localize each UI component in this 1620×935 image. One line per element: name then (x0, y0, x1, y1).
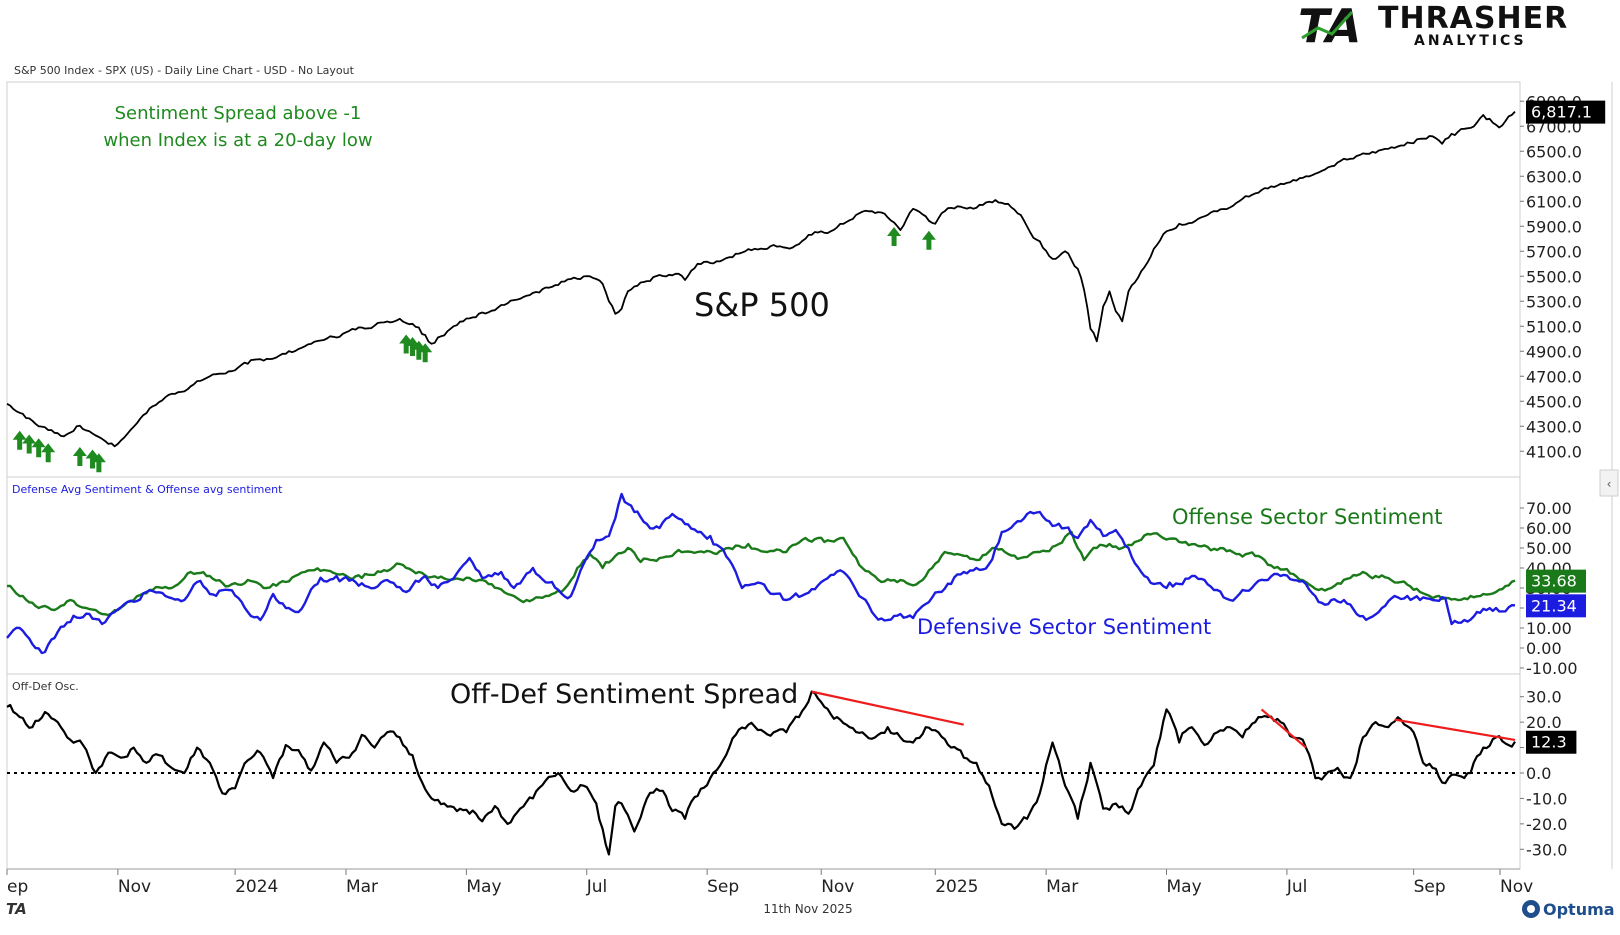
spread-trend-line (811, 690, 964, 726)
price-ytick-label: 4300.0 (1526, 417, 1582, 436)
offense-last-value-text: 33.68 (1531, 572, 1577, 591)
defense-series-line (6, 492, 1516, 655)
price-ytick-label: 4900.0 (1526, 342, 1582, 361)
series-layer (6, 110, 1516, 856)
defense-series-label: Defensive Sector Sentiment (917, 615, 1211, 639)
offense-series-label: Offense Sector Sentiment (1172, 505, 1443, 529)
logo-letters: TA (1298, 0, 1361, 53)
logo-sub: ANALYTICS (1414, 33, 1527, 49)
sentiment-ytick-label: 10.00 (1526, 619, 1572, 638)
price-ytick-label: 5300.0 (1526, 292, 1582, 311)
y-axes: 4100.0 4300.0 4500.0 4700.0 4900.0 5100.0 5300… (1520, 92, 1582, 859)
price-ytick-label: 4700.0 (1526, 367, 1582, 386)
signal-arrow-icon (405, 337, 420, 356)
spread-ytick-label: -30.0 (1526, 840, 1567, 859)
footer-date: 11th Nov 2025 (763, 902, 852, 916)
sentiment-ytick-label: -10.00 (1526, 659, 1578, 678)
signal-arrow-icon (12, 430, 27, 450)
collapse-tab[interactable]: ‹ (1599, 469, 1619, 497)
x-tick-label: Jul (586, 877, 608, 897)
chart-subtitle: S&P 500 Index - SPX (US) - Daily Line Ch… (14, 64, 355, 77)
price-ytick-label: 5700.0 (1526, 242, 1582, 261)
marker-layer: 6,817.1 33.68 21.34 12.3 (12, 100, 1606, 754)
offense-series-line (6, 530, 1516, 617)
x-axis: ep Nov 2024 Mar May Jul Sep Nov 2025 Mar May Jul Sep… (6, 868, 1533, 897)
price-ytick-label: 4500.0 (1526, 392, 1582, 411)
x-tick-label: Nov (118, 877, 151, 897)
signal-arrow-icon (399, 334, 414, 354)
price-ytick-label: 6500.0 (1526, 142, 1582, 161)
sentiment-ytick-label: 60.00 (1526, 519, 1572, 538)
thrasher-logo: TA THRASHER ANALYTICS (1298, 0, 1568, 53)
spread-series-line (6, 690, 1516, 856)
footer-ta-mark: TA (6, 900, 27, 918)
x-tick-label: 2024 (235, 877, 278, 897)
x-tick-label: ep (7, 877, 28, 897)
price-ytick-label: 5900.0 (1526, 217, 1582, 236)
signal-arrow-icon (411, 340, 426, 360)
spread-trend-line (1260, 708, 1307, 749)
x-tick-label: Sep (1414, 877, 1446, 897)
signal-arrow-icon (91, 453, 106, 473)
x-tick-label: 2025 (935, 877, 978, 897)
offense-last-value-bg (1526, 569, 1586, 593)
signal-arrow-icon (31, 438, 46, 458)
signal-arrow-icon (41, 443, 56, 463)
optuma-logo: Optuma (1522, 900, 1615, 919)
defense-last-value-tag: 21.34 (1526, 594, 1586, 618)
price-ytick-label: 4100.0 (1526, 442, 1582, 461)
x-tick-label: Sep (707, 877, 739, 897)
price-last-value-text: 6,817.1 (1531, 103, 1592, 122)
offense-last-value-tag: 33.68 (1526, 569, 1586, 593)
price-series-line (6, 110, 1516, 448)
svg-text:‹: ‹ (1607, 477, 1612, 491)
x-tick-label: Nov (1500, 877, 1533, 897)
sentiment-ytick-label: 70.00 (1526, 499, 1572, 518)
x-tick-label: Mar (346, 877, 378, 897)
sentiment-ytick-label: 0.00 (1526, 639, 1562, 658)
price-last-value-bg (1526, 100, 1606, 124)
signal-arrow-icon (418, 343, 433, 363)
defense-last-value-text: 21.34 (1531, 596, 1577, 615)
signal-arrow-icon (85, 449, 100, 469)
signal-arrow-icon (22, 434, 37, 454)
spread-annotation: Off-Def Sentiment Spread (450, 679, 798, 710)
optuma-brand: Optuma (1543, 900, 1615, 919)
spread-ytick-label: 20.0 (1526, 713, 1562, 732)
signal-arrow-icon (887, 227, 902, 246)
spread-last-value-bg (1526, 730, 1577, 754)
signal-arrow-icon (921, 230, 936, 250)
x-tick-label: Mar (1046, 877, 1078, 897)
defense-last-value-bg (1526, 594, 1586, 618)
spread-trend-line (1394, 718, 1516, 742)
sentiment-panel-title: Defense Avg Sentiment & Offense avg sent… (12, 483, 283, 496)
x-tick-label: May (466, 877, 501, 897)
logo-name: THRASHER (1378, 1, 1568, 36)
spread-ytick-label: 30.0 (1526, 688, 1562, 707)
signal-note-line2: when Index is at a 20-day low (103, 130, 372, 151)
spread-ytick-label: -10.0 (1526, 789, 1567, 808)
price-ytick-label: 5500.0 (1526, 267, 1582, 286)
x-tick-label: Nov (821, 877, 854, 897)
price-ytick-label: 6100.0 (1526, 192, 1582, 211)
price-last-value-tag: 6,817.1 (1526, 100, 1606, 124)
spread-ytick-label: 0.0 (1526, 764, 1551, 783)
price-ytick-label: 6300.0 (1526, 167, 1582, 186)
spread-panel-title: Off-Def Osc. (12, 680, 79, 693)
price-ytick-label: 5100.0 (1526, 317, 1582, 336)
x-tick-label: May (1167, 877, 1202, 897)
sentiment-ytick-label: 50.00 (1526, 539, 1572, 558)
spread-last-value-tag: 12.3 (1526, 730, 1577, 754)
x-tick-label: Jul (1286, 877, 1308, 897)
logo-swoosh (1301, 10, 1354, 40)
price-panel-title: S&P 500 (694, 286, 830, 324)
spread-ytick-label: -20.0 (1526, 815, 1567, 834)
signal-arrow-icon (72, 447, 87, 466)
signal-note-line1: Sentiment Spread above -1 (115, 103, 362, 124)
spread-last-value-text: 12.3 (1531, 733, 1567, 752)
